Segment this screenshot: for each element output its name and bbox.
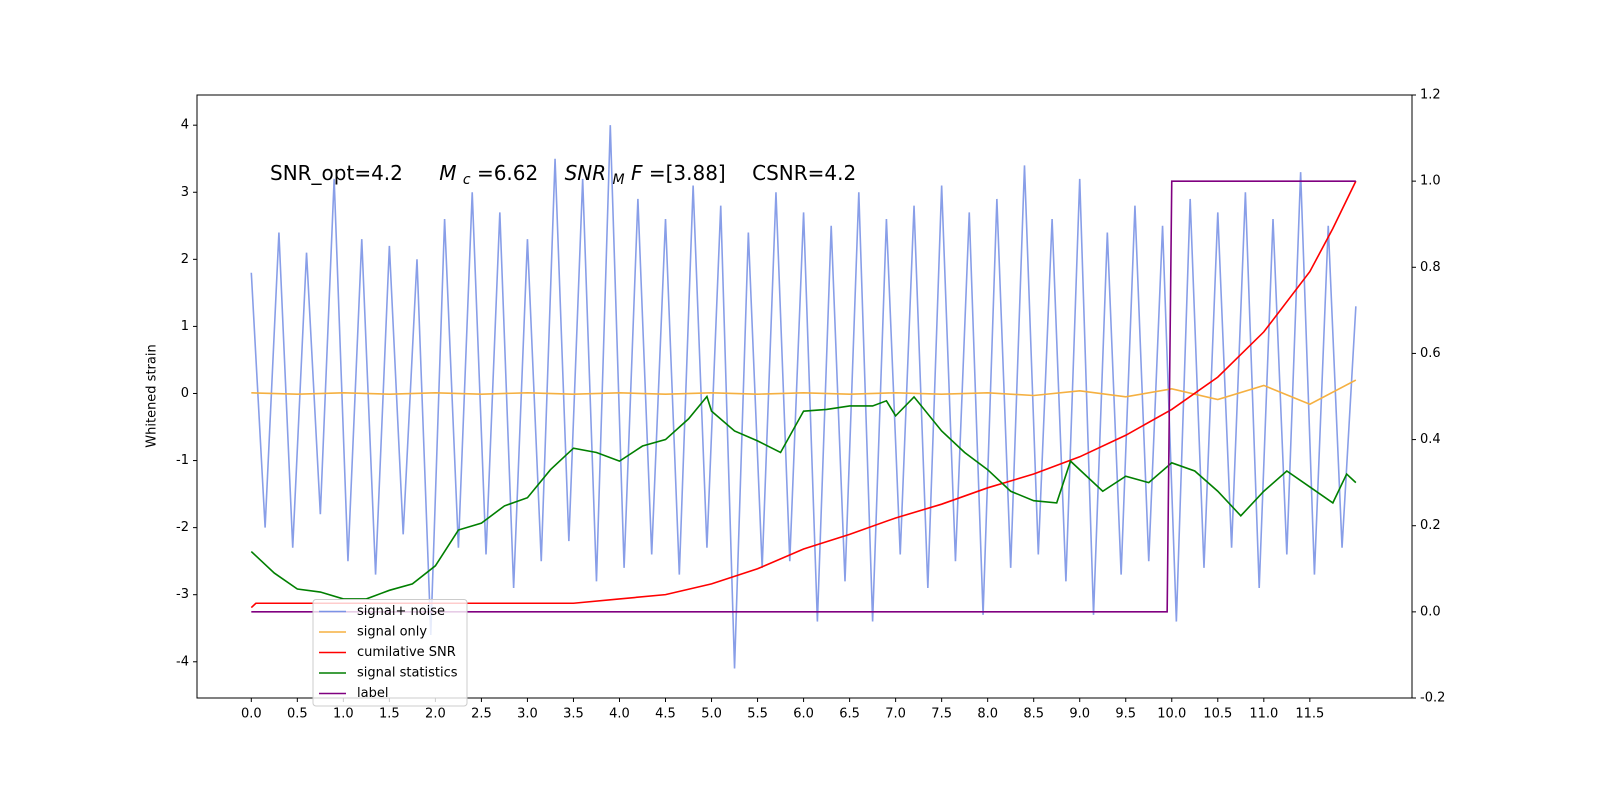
plot-area bbox=[250, 125, 1357, 669]
y2-tick-label: 1.2 bbox=[1420, 88, 1441, 103]
axes-frame bbox=[196, 94, 1413, 699]
x-tick-label: 8.0 bbox=[977, 707, 998, 722]
annotation-part: M bbox=[439, 161, 456, 185]
annotation-part: F bbox=[631, 161, 643, 185]
x-tick-label: 11.5 bbox=[1295, 707, 1324, 722]
x-tick-label: 10.0 bbox=[1157, 707, 1186, 722]
annotation-part: M bbox=[613, 172, 625, 188]
x-tick-label: 10.5 bbox=[1203, 707, 1232, 722]
legend-label: signal+ noise bbox=[357, 604, 445, 619]
annotation-part: SNR bbox=[565, 161, 607, 185]
legend-box bbox=[312, 599, 468, 707]
y-tick-label: -1 bbox=[176, 453, 189, 468]
series-line bbox=[251, 180, 1356, 613]
x-tick-label: 4.5 bbox=[655, 707, 676, 722]
x-tick-label: 0.5 bbox=[287, 707, 308, 722]
x-tick-label: 3.5 bbox=[563, 707, 584, 722]
annotation: SNR_opt=4.2 M c =6.62 SNR M F =[3.88] CS… bbox=[270, 161, 856, 189]
x-tick-label: 4.0 bbox=[609, 707, 630, 722]
y-tick-label: -2 bbox=[176, 520, 189, 535]
series-line bbox=[250, 180, 1357, 609]
y2-tick-label: 0.4 bbox=[1420, 432, 1441, 447]
y2-tick-label: 0.2 bbox=[1420, 518, 1441, 533]
x-tick-label: 8.5 bbox=[1023, 707, 1044, 722]
annotation-part: =6.62 bbox=[477, 161, 538, 185]
x-tick-label: 9.5 bbox=[1115, 707, 1136, 722]
y-tick-label: 0 bbox=[181, 386, 189, 401]
x-tick-label: 5.0 bbox=[701, 707, 722, 722]
annotation-part: CSNR=4.2 bbox=[752, 161, 856, 185]
x-tick-label: 9.0 bbox=[1069, 707, 1090, 722]
x-tick-label: 3.0 bbox=[517, 707, 538, 722]
y-tick-label: 2 bbox=[181, 252, 189, 267]
legend-label: signal only bbox=[357, 625, 427, 640]
y2-tick-label: -0.2 bbox=[1420, 691, 1445, 706]
series-line bbox=[250, 125, 1357, 669]
x-tick-label: 5.5 bbox=[747, 707, 768, 722]
x-tick-label: 6.0 bbox=[793, 707, 814, 722]
legend-label: cumilative SNR bbox=[357, 645, 456, 660]
legend-label: signal statistics bbox=[357, 666, 458, 681]
y-axis-label: Whitened strain bbox=[145, 344, 160, 447]
x-tick-label: 2.5 bbox=[471, 707, 492, 722]
x-tick-label: 1.0 bbox=[333, 707, 354, 722]
x-tick-label: 6.5 bbox=[839, 707, 860, 722]
x-tick-label: 7.5 bbox=[931, 707, 952, 722]
y-tick-label: -3 bbox=[176, 587, 189, 602]
x-tick-label: 7.0 bbox=[885, 707, 906, 722]
y2-tick-label: 0.6 bbox=[1420, 346, 1441, 361]
x-tick-label: 0.0 bbox=[241, 707, 262, 722]
annotation-part: c bbox=[463, 172, 471, 188]
legend-label: label bbox=[357, 686, 388, 701]
series-line bbox=[250, 394, 1357, 600]
y2-tick-label: 0.8 bbox=[1420, 260, 1441, 275]
y-tick-label: 4 bbox=[181, 118, 189, 133]
x-tick-label: 2.0 bbox=[425, 707, 446, 722]
series-line bbox=[251, 379, 1357, 406]
y2-tick-label: 1.0 bbox=[1420, 174, 1441, 189]
annotation-part: =[3.88] bbox=[649, 161, 726, 185]
x-tick-label: 1.5 bbox=[379, 707, 400, 722]
y-tick-label: 1 bbox=[181, 319, 189, 334]
annotation-part: SNR_opt=4.2 bbox=[270, 161, 403, 185]
y2-tick-label: 0.0 bbox=[1420, 604, 1441, 619]
x-tick-label: 11.0 bbox=[1249, 707, 1278, 722]
y-tick-label: 3 bbox=[181, 185, 189, 200]
y-tick-label: -4 bbox=[176, 654, 189, 669]
